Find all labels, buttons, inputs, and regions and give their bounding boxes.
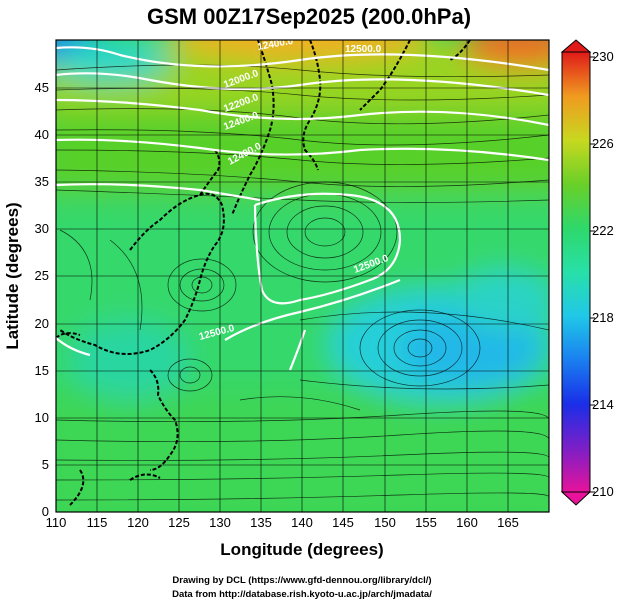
credit-data-source: Data from http://database.rish.kyoto-u.a… xyxy=(172,589,432,600)
y-tick-label: 45 xyxy=(35,80,49,95)
x-tick-label: 155 xyxy=(415,515,437,530)
y-tick-labels: 0 5 10 15 20 25 30 35 40 45 xyxy=(35,80,49,519)
height-contours xyxy=(56,46,549,371)
grid xyxy=(56,40,549,512)
x-tick-label: 160 xyxy=(456,515,478,530)
colorbar-gradient xyxy=(561,51,591,493)
x-tick-label: 135 xyxy=(250,515,272,530)
x-tick-label: 150 xyxy=(374,515,396,530)
credit-drawing: Drawing by DCL (https://www.gfd-dennou.o… xyxy=(172,575,431,586)
vortex-east xyxy=(359,309,481,387)
y-axis-label: Latitude (degrees) xyxy=(3,202,22,349)
colorbar-tick-label: 222 xyxy=(592,223,614,238)
y-tick-label: 30 xyxy=(35,221,49,236)
y-tick-label: 10 xyxy=(35,410,49,425)
colorbar-tick-label: 214 xyxy=(592,397,614,412)
chart-title: GSM 00Z17Sep2025 (200.0hPa) xyxy=(147,4,471,29)
y-tick-label: 15 xyxy=(35,363,49,378)
plot-frame xyxy=(55,39,550,513)
vortex-north-pacific xyxy=(252,181,398,283)
y-tick-label: 35 xyxy=(35,174,49,189)
coastlines xyxy=(56,40,471,506)
plot-area: 12400.0 12000.0 12200.0 12400.0 12400.0 … xyxy=(56,40,549,512)
y-tick-label: 5 xyxy=(42,457,49,472)
y-tick-label: 20 xyxy=(35,316,49,331)
colorbar-tick-label: 210 xyxy=(592,484,614,499)
x-tick-labels: 110 115 120 125 130 135 140 145 150 155 … xyxy=(46,515,519,530)
vortex-west xyxy=(167,258,237,392)
x-tick-label: 110 xyxy=(46,515,67,530)
x-axis-label: Longitude (degrees) xyxy=(220,540,383,559)
colorbar-tick-label: 226 xyxy=(592,136,614,151)
colorbar-top-arrow xyxy=(560,39,592,53)
colorbar-tick-label: 218 xyxy=(592,310,614,325)
x-tick-label: 165 xyxy=(497,515,519,530)
x-tick-label: 140 xyxy=(291,515,313,530)
colorbar: 230 226 222 218 214 210 xyxy=(560,39,614,506)
y-tick-label: 40 xyxy=(35,127,49,142)
streamlines xyxy=(56,64,549,501)
x-tick-label: 145 xyxy=(332,515,354,530)
y-tick-label: 0 xyxy=(42,504,49,519)
colorbar-bottom-arrow xyxy=(560,491,592,506)
contour-label: 12500.0 xyxy=(345,44,382,55)
x-tick-label: 125 xyxy=(168,515,190,530)
colorbar-tick-label: 230 xyxy=(592,49,614,64)
x-tick-label: 130 xyxy=(209,515,231,530)
x-tick-label: 115 xyxy=(87,515,108,530)
y-tick-label: 25 xyxy=(35,268,49,283)
x-tick-label: 120 xyxy=(127,515,149,530)
